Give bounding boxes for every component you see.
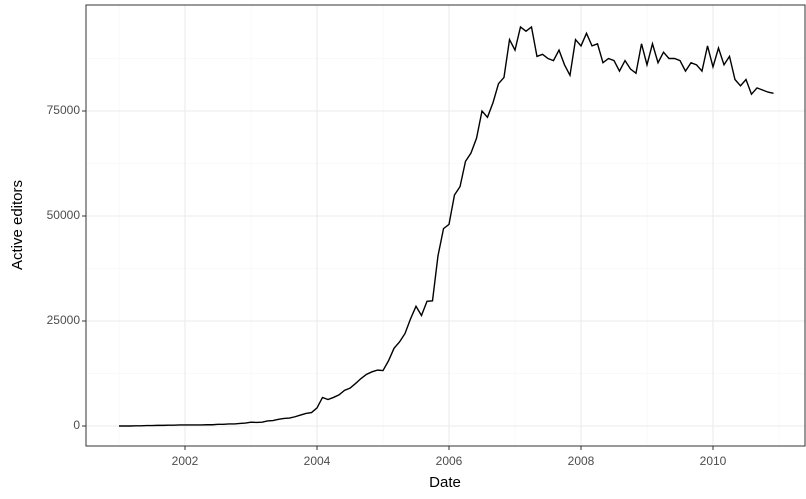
x-tick-label: 2002 xyxy=(172,454,199,468)
y-axis-label: Active editors xyxy=(9,180,26,270)
y-tick-label: 50000 xyxy=(47,208,81,222)
x-tick-label: 2008 xyxy=(568,454,595,468)
x-tick-label: 2010 xyxy=(700,454,727,468)
y-tick-label: 25000 xyxy=(47,313,81,327)
y-tick-label: 0 xyxy=(73,418,80,432)
panel-border xyxy=(85,4,806,447)
y-tick-label: 75000 xyxy=(47,103,81,117)
data-line xyxy=(119,25,774,427)
x-tick-label: 2004 xyxy=(304,454,331,468)
x-tick-label: 2006 xyxy=(436,454,463,468)
x-axis-label: Date xyxy=(429,474,461,491)
